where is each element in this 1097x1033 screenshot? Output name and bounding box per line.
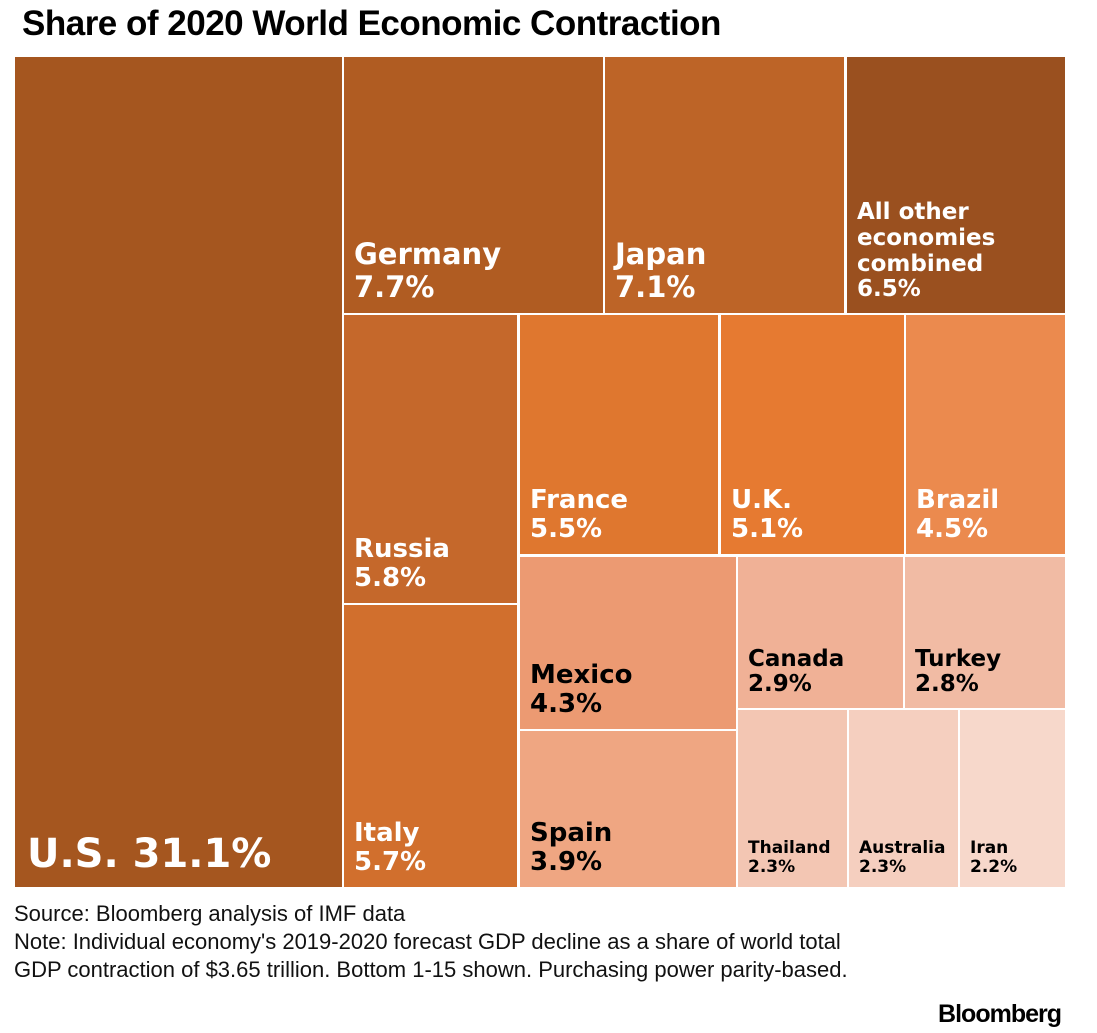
note-line-1: Note: Individual economy's 2019-2020 for… (14, 929, 841, 954)
treemap-cell-italy: Italy 5.7% (344, 605, 517, 887)
treemap-cell-iran: Iran 2.2% (960, 710, 1065, 887)
cell-label: Italy 5.7% (354, 817, 427, 877)
cell-label: France 5.5% (530, 484, 629, 544)
treemap-cell-u-k: U.K. 5.1% (721, 315, 904, 554)
cell-label: U.K. 5.1% (731, 484, 804, 544)
cell-label: Japan 7.1% (615, 237, 707, 304)
footer-notes: Source: Bloomberg analysis of IMF data N… (14, 900, 848, 984)
treemap-cell-turkey: Turkey 2.8% (905, 557, 1065, 708)
bloomberg-logo: Bloomberg (938, 1000, 1062, 1028)
treemap-cell-brazil: Brazil 4.5% (906, 315, 1065, 554)
cell-label: Turkey 2.8% (915, 645, 1002, 698)
treemap-cell-france: France 5.5% (520, 315, 718, 554)
cell-label: Iran 2.2% (970, 837, 1018, 877)
treemap-cell-russia: Russia 5.8% (344, 315, 517, 603)
treemap-cell-australia: Australia 2.3% (849, 710, 958, 887)
treemap-cell-japan: Japan 7.1% (605, 57, 844, 313)
note-line-2: GDP contraction of $3.65 trillion. Botto… (14, 957, 848, 982)
chart-title: Share of 2020 World Economic Contraction (22, 4, 721, 43)
treemap-cell-all-other-economies-combined: All other economies combined 6.5% (847, 57, 1065, 313)
cell-label: Spain 3.9% (530, 817, 613, 877)
cell-label: Mexico 4.3% (530, 659, 633, 719)
source-text: Source: Bloomberg analysis of IMF data (14, 901, 406, 926)
cell-label: U.S. 31.1% (27, 831, 272, 878)
cell-label: All other economies combined 6.5% (857, 199, 996, 303)
cell-label: Russia 5.8% (354, 533, 450, 593)
cell-label: Brazil 4.5% (916, 484, 1000, 544)
treemap-cell-mexico: Mexico 4.3% (520, 557, 736, 729)
treemap-cell-canada: Canada 2.9% (738, 557, 903, 708)
treemap-cell-spain: Spain 3.9% (520, 731, 736, 887)
cell-label: Australia 2.3% (859, 837, 946, 877)
cell-label: Thailand 2.3% (748, 837, 831, 877)
cell-label: Canada 2.9% (748, 645, 845, 698)
treemap-cell-u-s: U.S. 31.1% (15, 57, 342, 887)
cell-label: Germany 7.7% (354, 237, 502, 304)
treemap-cell-thailand: Thailand 2.3% (738, 710, 847, 887)
treemap-cell-germany: Germany 7.7% (344, 57, 603, 313)
